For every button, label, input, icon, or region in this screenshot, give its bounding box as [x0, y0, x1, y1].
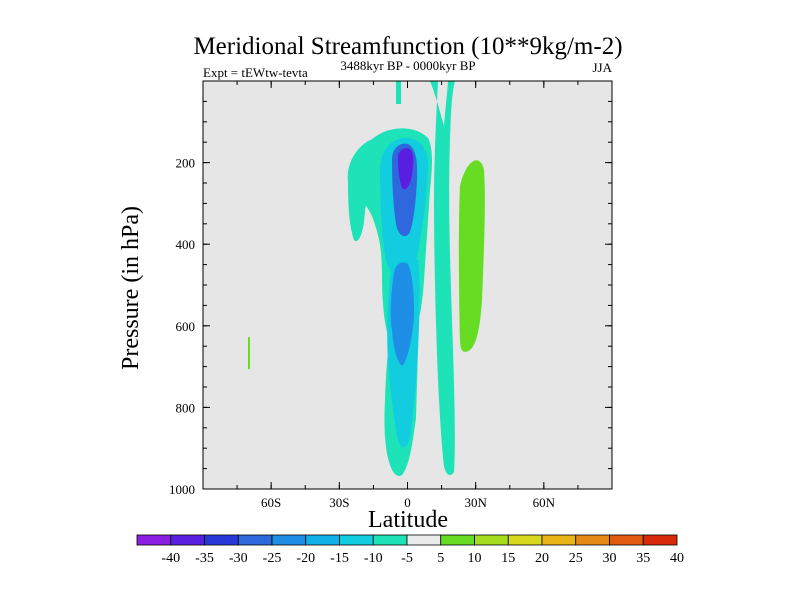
colorbar-swatch: [440, 534, 475, 546]
contour-fills: [248, 81, 485, 477]
contour-region-green-main: [458, 160, 485, 352]
subtitle-left: Expt = tEWtw-tevta: [203, 65, 308, 80]
colorbar-label: 35: [636, 551, 650, 566]
colorbar-label: 30: [603, 551, 617, 566]
colorbar-swatch: [507, 534, 543, 546]
colorbar-label: -30: [229, 551, 248, 566]
colorbar-label: -25: [263, 551, 282, 566]
x-tick-label: 0: [404, 495, 411, 510]
colorbar-swatch: [170, 534, 205, 546]
y-tick-label: 600: [176, 319, 196, 334]
x-axis-ticks: 60S 30S 0 30N 60N: [202, 81, 613, 510]
colorbar-label: -10: [364, 551, 383, 566]
colorbar-label: -20: [296, 551, 315, 566]
colorbar-swatch: [642, 534, 678, 546]
x-axis-label: Latitude: [368, 507, 448, 533]
colorbar-swatch: [575, 534, 610, 546]
colorbar-swatch: [305, 534, 340, 546]
colorbar-label: -40: [161, 551, 180, 566]
chart-title: Meridional Streamfunction (10**9kg/m-2): [193, 33, 622, 60]
colorbar-swatch: [372, 534, 408, 546]
colorbar-label: 20: [535, 551, 549, 566]
colorbar-swatch: [609, 534, 644, 546]
colorbar-swatch: [204, 534, 239, 546]
contour-region-green-small: [248, 337, 250, 369]
contour-region-cyan-left-lobe: [347, 140, 378, 242]
contour-region-cyan-strip-north: [430, 81, 455, 476]
colorbar-swatch: [406, 534, 442, 546]
subtitle-center: 3488kyr BP - 0000kyr BP: [340, 58, 475, 73]
colorbar-label: 5: [437, 551, 444, 566]
colorbar-label: -5: [401, 551, 413, 566]
y-tick-label: 1000: [169, 482, 195, 497]
colorbar-label: 25: [569, 551, 583, 566]
colorbar-swatch: [339, 534, 374, 546]
plot-area: [202, 80, 613, 490]
y-tick-label: 800: [176, 400, 196, 415]
contour-region-mid-blue-lower: [390, 262, 414, 366]
subtitle-right: JJA: [592, 60, 612, 75]
x-tick-label: 30S: [329, 495, 349, 510]
colorbar-swatch: [271, 534, 307, 546]
colorbar-label: 40: [670, 551, 684, 566]
y-axis-ticks: 200 400 600 800 1000: [169, 80, 612, 497]
contour-region-dark-core: [398, 148, 414, 190]
colorbar-label: -15: [330, 551, 349, 566]
contour-region-cyan-thin-strip: [396, 81, 401, 104]
y-tick-label: 400: [176, 237, 196, 252]
colorbar-label: 15: [501, 551, 515, 566]
colorbar-swatch: [237, 534, 273, 546]
colorbar-swatch: [541, 534, 577, 546]
colorbar-swatch: [474, 534, 509, 546]
colorbar-label: 10: [468, 551, 482, 566]
x-tick-label: 30N: [464, 495, 487, 510]
x-tick-label: 60S: [261, 495, 281, 510]
colorbar: -40 -35 -30 -25 -20 -15 -10 -5 5 10 15 20 25 30 35 40: [136, 534, 684, 566]
y-tick-label: 200: [176, 156, 196, 171]
colorbar-swatch: [136, 534, 172, 546]
x-tick-label: 60N: [533, 495, 556, 510]
y-axis-label: Pressure (in hPa): [118, 206, 144, 370]
colorbar-label: -35: [195, 551, 214, 566]
